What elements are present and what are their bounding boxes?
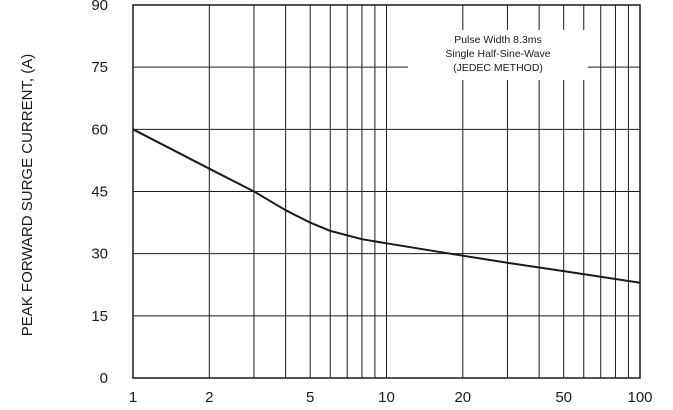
plot-frame [132, 4, 641, 379]
curve-group [132, 128, 641, 284]
y-tick-label: 60 [91, 121, 108, 138]
annotation-line-1: Pulse Width 8.3ms [454, 34, 542, 46]
y-tick-label: 45 [91, 184, 108, 201]
x-tick-label: 5 [306, 389, 314, 406]
annotation-box-background [408, 30, 588, 80]
annotation-line-3: (JEDEC METHOD) [453, 62, 543, 74]
y-tick-labels: 0 15 30 45 60 75 90 [91, 0, 108, 387]
y-tick-label: 75 [91, 59, 108, 76]
annotation-line-2: Single Half-Sine-Wave [445, 48, 550, 60]
x-tick-label: 50 [555, 389, 572, 406]
x-tick-label: 100 [627, 389, 652, 406]
surge-current-curve [132, 128, 641, 284]
x-tick-label: 10 [378, 389, 395, 406]
x-tick-label: 1 [129, 389, 137, 406]
plot-frame-group [132, 4, 641, 379]
y-tick-label: 90 [91, 0, 108, 14]
y-tick-label: 0 [100, 370, 108, 387]
y-tick-label: 15 [91, 308, 108, 325]
x-tick-label: 20 [454, 389, 471, 406]
y-tick-label: 30 [91, 246, 108, 263]
x-tick-labels: 1 2 5 10 20 50 100 [129, 389, 653, 406]
y-axis-label: PEAK FORWARD SURGE CURRENT, (A) [19, 54, 36, 337]
x-tick-label: 2 [205, 389, 213, 406]
